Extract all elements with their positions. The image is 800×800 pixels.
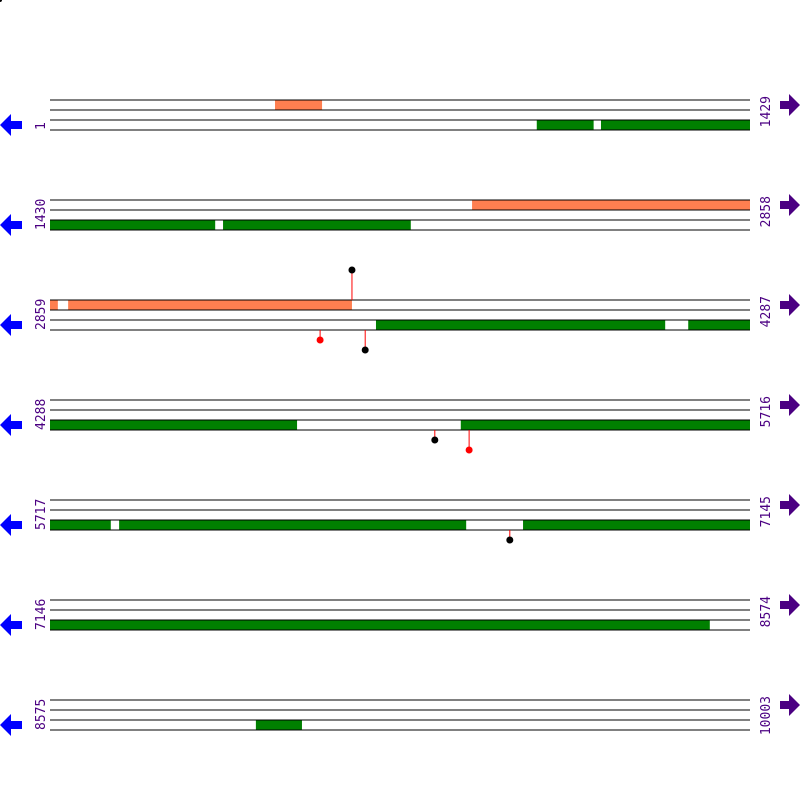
forward-feature xyxy=(50,300,58,310)
end-position-label: 2858 xyxy=(759,196,774,227)
arrow-left-icon xyxy=(0,214,22,236)
arrow-left-icon xyxy=(0,414,22,436)
marker-dot xyxy=(506,536,514,544)
arrow-left-icon xyxy=(0,614,22,636)
forward-feature xyxy=(472,200,750,210)
sequence-row: 5717 7145 xyxy=(0,494,800,544)
start-position-label: 1 xyxy=(34,122,49,130)
sequence-row: 4288 5716 xyxy=(0,394,800,454)
start-position-label: 7146 xyxy=(34,599,49,630)
marker-dot xyxy=(316,336,324,344)
reverse-feature xyxy=(375,320,666,330)
sequence-row: 7146 8574 xyxy=(0,594,800,636)
end-position-label: 8574 xyxy=(759,596,774,627)
start-position-label: 4288 xyxy=(34,399,49,430)
arrow-left-icon xyxy=(0,514,22,536)
arrow-right-icon xyxy=(780,594,800,616)
start-position-label: 1430 xyxy=(34,199,49,230)
reverse-feature xyxy=(50,420,298,430)
reverse-feature xyxy=(50,520,111,530)
reverse-feature xyxy=(600,120,750,130)
marker-dot xyxy=(348,266,356,274)
sequence-row: 1 1429 xyxy=(0,94,800,136)
arrow-right-icon xyxy=(780,394,800,416)
end-position-label: 5716 xyxy=(759,396,774,427)
arrow-right-icon xyxy=(780,194,800,216)
end-position-label: 10003 xyxy=(759,696,774,735)
marker-dot xyxy=(431,436,439,444)
end-position-label: 7145 xyxy=(759,496,774,527)
arrow-right-icon xyxy=(780,294,800,316)
arrow-left-icon xyxy=(0,114,22,136)
reverse-feature xyxy=(119,520,467,530)
sequence-row: 8575 10003 xyxy=(0,694,800,736)
reverse-feature xyxy=(688,320,750,330)
reverse-feature xyxy=(50,220,216,230)
reverse-feature xyxy=(460,420,750,430)
arrow-right-icon xyxy=(780,694,800,716)
arrow-right-icon xyxy=(780,94,800,116)
end-position-label: 4287 xyxy=(759,296,774,327)
start-position-label: 8575 xyxy=(34,699,49,730)
start-position-label: 2859 xyxy=(34,299,49,330)
arrow-left-icon xyxy=(0,714,22,736)
reverse-feature xyxy=(523,520,750,530)
end-position-label: 1429 xyxy=(759,96,774,127)
marker-dot xyxy=(361,346,369,354)
reverse-feature xyxy=(50,620,710,630)
forward-feature xyxy=(68,300,352,310)
reverse-feature xyxy=(255,720,302,730)
reverse-feature xyxy=(536,120,594,130)
arrow-left-icon xyxy=(0,314,22,336)
sequence-row: 1430 2858 xyxy=(0,194,800,236)
sequence-row: 2859 4287 xyxy=(0,266,800,354)
reverse-feature xyxy=(223,220,411,230)
arrow-right-icon xyxy=(780,494,800,516)
marker-dot xyxy=(465,446,473,454)
corner-dot xyxy=(0,0,2,2)
forward-feature xyxy=(275,100,323,110)
start-position-label: 5717 xyxy=(34,499,49,530)
